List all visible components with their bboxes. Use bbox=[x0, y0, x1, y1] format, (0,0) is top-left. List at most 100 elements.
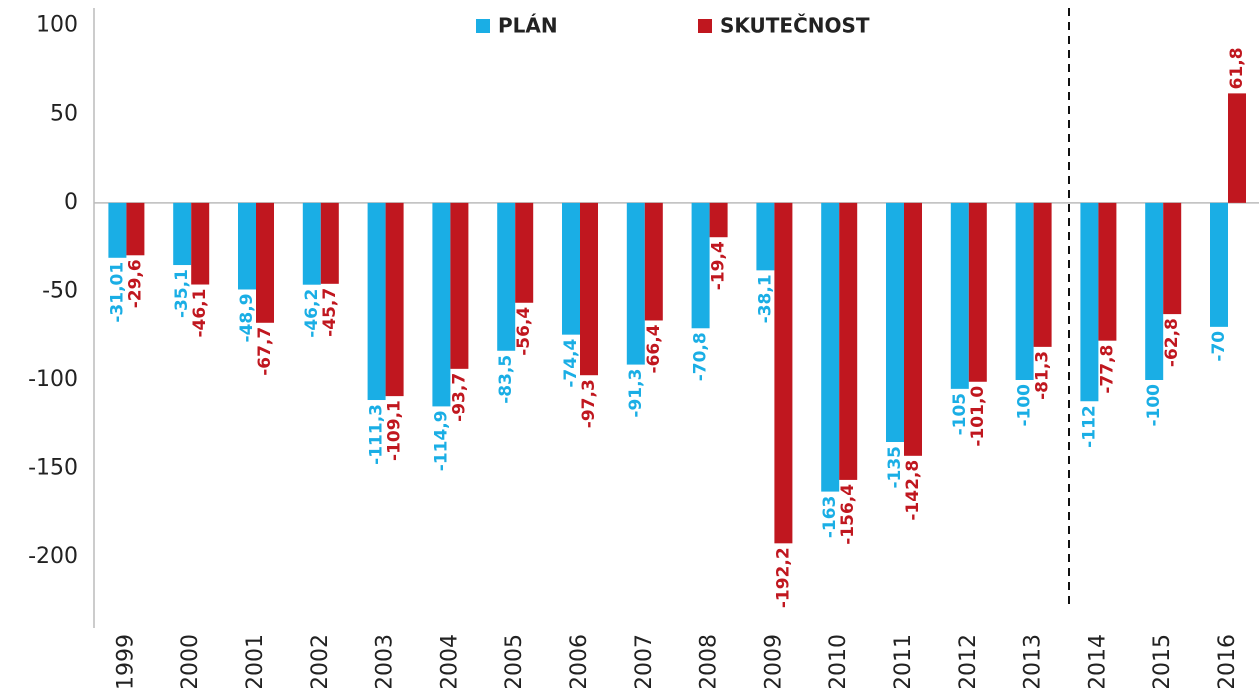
value-label: -93,7 bbox=[449, 373, 469, 422]
value-label: -38,1 bbox=[755, 274, 775, 323]
value-label: -114,9 bbox=[431, 410, 451, 471]
y-tick-label: -50 bbox=[42, 278, 78, 303]
y-tick-label: -200 bbox=[28, 544, 78, 569]
value-label: -135 bbox=[885, 446, 905, 489]
bar bbox=[886, 202, 904, 442]
bar bbox=[515, 202, 534, 303]
value-label: -142,8 bbox=[903, 460, 923, 521]
x-tick-label: 2015 bbox=[1150, 634, 1175, 688]
bar bbox=[1210, 202, 1228, 327]
value-label: -111,3 bbox=[367, 404, 387, 465]
x-tick-label: 2011 bbox=[891, 634, 916, 688]
y-tick-label: -100 bbox=[28, 367, 78, 392]
value-label: -100 bbox=[1015, 384, 1035, 427]
value-label: -77,8 bbox=[1097, 345, 1117, 394]
y-tick-label: 100 bbox=[36, 13, 78, 38]
bar bbox=[562, 202, 580, 335]
x-tick-label: 1999 bbox=[113, 634, 138, 688]
bar bbox=[256, 202, 274, 323]
bar bbox=[302, 202, 321, 285]
x-tick-label: 2014 bbox=[1085, 634, 1110, 688]
value-label: -70,8 bbox=[691, 332, 711, 381]
x-tick-label: 2012 bbox=[956, 634, 981, 688]
value-label: -45,7 bbox=[320, 288, 340, 337]
bar bbox=[709, 202, 728, 238]
bar bbox=[385, 202, 404, 397]
value-label: -35,1 bbox=[172, 269, 192, 318]
bar bbox=[1015, 202, 1034, 380]
value-label: -101,0 bbox=[968, 386, 988, 447]
x-tick-label: 2013 bbox=[1021, 634, 1046, 688]
value-label: -19,4 bbox=[709, 241, 729, 290]
x-tick-label: 2003 bbox=[373, 634, 398, 688]
value-label: -83,5 bbox=[496, 355, 516, 404]
bar bbox=[839, 202, 858, 480]
value-label: -46,1 bbox=[190, 289, 210, 338]
bar bbox=[173, 202, 192, 266]
bar bbox=[1080, 202, 1099, 402]
bar bbox=[126, 202, 145, 256]
value-label: -70 bbox=[1209, 331, 1229, 362]
value-label: -29,6 bbox=[125, 259, 145, 308]
bar bbox=[691, 202, 710, 329]
y-tick-label: 50 bbox=[50, 101, 78, 126]
bar bbox=[450, 202, 469, 369]
bar bbox=[950, 202, 969, 389]
value-label: -48,9 bbox=[237, 293, 257, 342]
value-label: -81,3 bbox=[1033, 351, 1053, 400]
value-label: -163 bbox=[820, 496, 840, 539]
y-tick-label: 0 bbox=[64, 190, 78, 215]
y-tick-label: -150 bbox=[28, 456, 78, 481]
bar bbox=[968, 202, 987, 382]
x-tick-label: 2016 bbox=[1215, 634, 1240, 688]
bar bbox=[1145, 202, 1164, 380]
x-tick-label: 2008 bbox=[697, 634, 722, 688]
value-label: -74,4 bbox=[561, 338, 581, 387]
x-tick-label: 2004 bbox=[437, 634, 462, 688]
bar bbox=[1033, 202, 1052, 347]
value-label: -105 bbox=[950, 393, 970, 436]
value-label: -46,2 bbox=[302, 289, 322, 338]
bar bbox=[497, 202, 516, 351]
value-label: -156,4 bbox=[838, 484, 858, 545]
bar bbox=[756, 202, 775, 271]
x-tick-label: 2006 bbox=[567, 634, 592, 688]
x-tick-label: 2005 bbox=[502, 634, 527, 688]
bar bbox=[1228, 93, 1246, 203]
bar bbox=[238, 202, 256, 290]
bar bbox=[626, 202, 645, 365]
value-label: -109,1 bbox=[385, 400, 405, 461]
value-label: -192,2 bbox=[773, 547, 793, 608]
bar bbox=[320, 202, 339, 284]
value-label: -91,3 bbox=[626, 369, 646, 418]
bar bbox=[904, 202, 922, 456]
value-label: -112 bbox=[1079, 405, 1099, 448]
x-tick-label: 2000 bbox=[178, 634, 203, 688]
legend-swatch bbox=[476, 19, 490, 33]
value-label: -100 bbox=[1144, 384, 1164, 427]
value-label: -62,8 bbox=[1162, 318, 1182, 367]
legend-swatch bbox=[698, 19, 712, 33]
value-label: -66,4 bbox=[644, 324, 664, 373]
x-tick-label: 2009 bbox=[761, 634, 786, 688]
bar bbox=[580, 202, 598, 376]
bar bbox=[191, 202, 210, 285]
value-label: 61,8 bbox=[1227, 47, 1247, 89]
bar bbox=[821, 202, 840, 492]
x-tick-label: 2007 bbox=[632, 634, 657, 688]
x-tick-label: 2002 bbox=[308, 634, 333, 688]
value-label: -67,7 bbox=[255, 327, 275, 376]
value-label: -56,4 bbox=[514, 307, 534, 356]
bar bbox=[774, 202, 793, 544]
legend-label: SKUTEČNOST bbox=[720, 14, 870, 38]
bar bbox=[108, 202, 127, 258]
bar bbox=[644, 202, 663, 321]
bar bbox=[1098, 202, 1117, 341]
legend-label: PLÁN bbox=[498, 14, 558, 38]
bar bbox=[367, 202, 386, 401]
x-tick-label: 2010 bbox=[826, 634, 851, 688]
bar bbox=[1163, 202, 1182, 315]
bar bbox=[432, 202, 451, 407]
value-label: -97,3 bbox=[579, 379, 599, 428]
